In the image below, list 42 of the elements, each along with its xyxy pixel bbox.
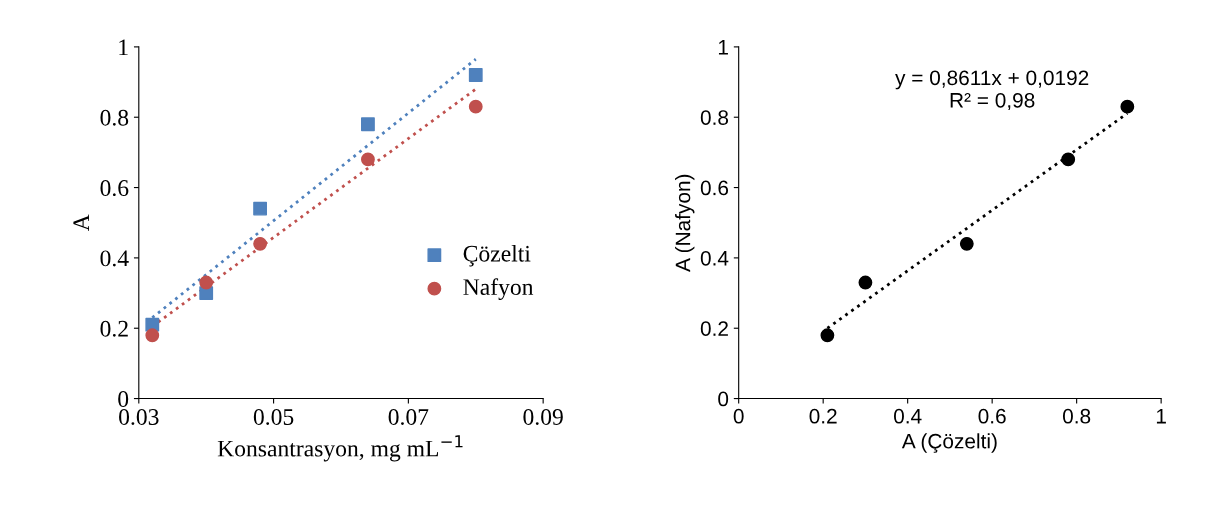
point (1061, 152, 1076, 167)
legend-label: Nafyon (463, 278, 534, 300)
y-tick-label: 0.6 (100, 180, 129, 197)
point (820, 328, 835, 343)
x-tick-label: 0.6 (978, 408, 1006, 424)
point (253, 236, 268, 251)
y-axis-title: A (Nafyon) (675, 174, 695, 272)
x-tick-label: 0.09 (523, 408, 563, 426)
point (858, 275, 873, 290)
y-tick-label: 0.6 (700, 180, 729, 196)
y-tick-label: 0 (718, 391, 729, 407)
y-tick-label: 0.2 (100, 320, 128, 337)
point (199, 275, 214, 290)
y-tick-label: 0.4 (100, 250, 129, 267)
x-tick-label: 0.2 (809, 408, 837, 424)
x-tick-label: 0.8 (1062, 408, 1091, 424)
y-tick-label: 0.8 (100, 109, 129, 126)
point (145, 328, 160, 343)
point (1120, 99, 1135, 114)
x-tick-label: 0.03 (119, 408, 159, 426)
point (468, 68, 483, 82)
y-tick-label: 0.8 (700, 110, 729, 125)
x-tick-label: 1 (1156, 409, 1166, 424)
y-tick-label: 1 (119, 39, 128, 56)
x-tick-label: 0.4 (894, 408, 922, 424)
y-axis-title: A (73, 214, 89, 232)
y-tick-label: 0.2 (700, 321, 728, 336)
point (959, 236, 974, 251)
x-axis-title: Konsantrasyon, mg mL$^{−1}$ (217, 435, 463, 462)
point (361, 152, 375, 167)
y-tick-label: 0.4 (700, 250, 729, 266)
point (361, 117, 375, 132)
annotation: y = 0,8611x + 0,0192 R² = 0,98 (895, 70, 1089, 111)
point (253, 201, 268, 216)
x-tick-label: 0.07 (388, 408, 429, 426)
x-tick-label: 0 (733, 408, 744, 424)
legend-label: Çözelti (463, 245, 531, 267)
x-tick-label: 0.05 (253, 408, 294, 426)
x-axis-title: A (Çözelti) (901, 433, 997, 453)
y-tick-label: 0 (118, 391, 129, 407)
y-tick-label: 1 (718, 40, 728, 55)
point (468, 99, 483, 114)
